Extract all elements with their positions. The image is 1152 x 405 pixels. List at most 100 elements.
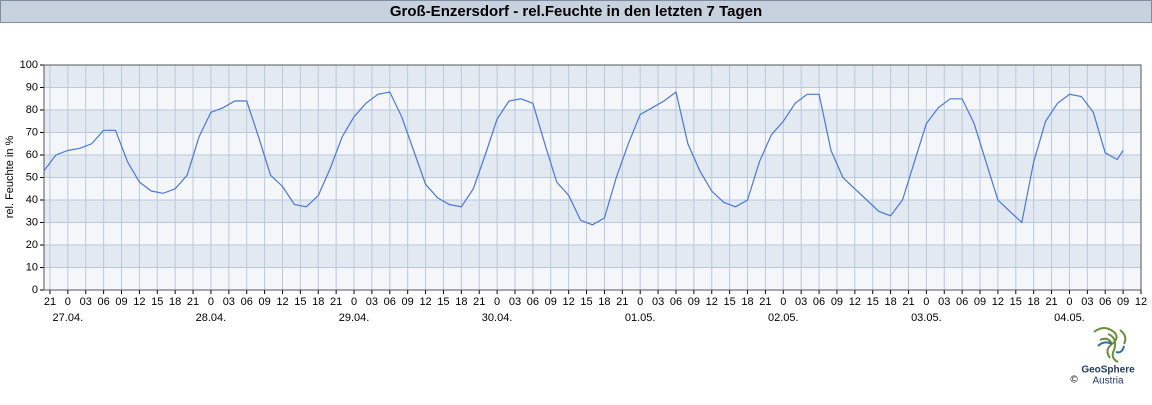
- x-tick-label: 0: [923, 296, 929, 308]
- x-tick-label: 18: [169, 296, 181, 308]
- date-label: 30.04.: [482, 312, 513, 324]
- x-tick-label: 06: [956, 296, 968, 308]
- date-label: 01.05.: [625, 312, 656, 324]
- x-tick-label: 21: [759, 296, 771, 308]
- x-tick-label: 09: [1117, 296, 1129, 308]
- x-tick-label: 0: [780, 296, 786, 308]
- grid-band: [44, 65, 1141, 88]
- plot-area: 0 10 20 30 40 50 60 70 80 90 100 21 0 03 06 09 12 15 18 21 0…: [20, 59, 1147, 324]
- x-tick-label: 0: [208, 296, 214, 308]
- data-line: [43, 90, 1124, 226]
- logo-name: GeoSphere: [1081, 365, 1135, 376]
- x-tick-label: 15: [294, 296, 306, 308]
- y-tick-label: 90: [26, 81, 38, 93]
- x-tick-label: 09: [688, 296, 700, 308]
- x-tick-label: 18: [455, 296, 467, 308]
- y-tick-label: 70: [26, 126, 38, 138]
- x-tick-label: 0: [637, 296, 643, 308]
- x-tick-label: 06: [384, 296, 396, 308]
- x-tick-label: 03: [938, 296, 950, 308]
- date-label: 28.04.: [196, 312, 227, 324]
- grid-band: [44, 200, 1141, 223]
- x-tick-label: 03: [795, 296, 807, 308]
- x-tick-label: 15: [437, 296, 449, 308]
- logo: GeoSphere © Austria: [1070, 327, 1135, 387]
- x-tick-label: 18: [312, 296, 324, 308]
- x-tick-label: 15: [867, 296, 879, 308]
- x-tick-label: 09: [545, 296, 557, 308]
- grid-band: [44, 245, 1141, 268]
- x-tick-label: 0: [65, 296, 71, 308]
- plot-frame: [43, 64, 1142, 291]
- x-tick-label: 03: [652, 296, 664, 308]
- x-tick-label: 0: [351, 296, 357, 308]
- x-tick-label: 15: [724, 296, 736, 308]
- x-tick-label: 09: [258, 296, 270, 308]
- y-tick-label: 10: [26, 261, 38, 273]
- chart-title: Groß-Enzersdorf - rel.Feuchte in den let…: [390, 3, 762, 20]
- x-tick-label: 12: [276, 296, 288, 308]
- date-label: 02.05.: [768, 312, 799, 324]
- y-tick-label: 80: [26, 104, 38, 116]
- grid-band: [44, 267, 1141, 290]
- logo-icon: [1093, 327, 1127, 363]
- y-tick-label: 100: [20, 59, 38, 71]
- date-label: 29.04.: [339, 312, 370, 324]
- y-tick-label: 0: [32, 284, 38, 296]
- x-tick-label: 06: [527, 296, 539, 308]
- x-tick-label: 21: [473, 296, 485, 308]
- date-label: 03.05.: [911, 312, 942, 324]
- x-tick-label: 03: [366, 296, 378, 308]
- logo-icon: [1097, 341, 1125, 354]
- x-tick-label: 18: [884, 296, 896, 308]
- x-tick-label: 03: [1081, 296, 1093, 308]
- grid-band: [44, 222, 1141, 245]
- x-tick-label: 09: [402, 296, 414, 308]
- y-tick-label: 50: [26, 171, 38, 183]
- date-label: 27.04.: [53, 312, 84, 324]
- grid-band: [44, 132, 1141, 155]
- x-tick-label: 18: [741, 296, 753, 308]
- x-tick-label: 09: [115, 296, 127, 308]
- x-tick-label: 12: [419, 296, 431, 308]
- x-tick-label: 0: [494, 296, 500, 308]
- x-tick-label: 15: [580, 296, 592, 308]
- x-tick-label: 06: [670, 296, 682, 308]
- x-tick-label: 12: [992, 296, 1004, 308]
- x-tick-label: 21: [187, 296, 199, 308]
- logo-sub: Austria: [1092, 376, 1124, 387]
- y-tick-label: 20: [26, 239, 38, 251]
- x-tick-label: 12: [133, 296, 145, 308]
- grid-band: [44, 177, 1141, 200]
- x-tick-label: 06: [1099, 296, 1111, 308]
- x-tick-label: 09: [974, 296, 986, 308]
- x-tick-label: 21: [1045, 296, 1057, 308]
- x-tick-label: 15: [1010, 296, 1022, 308]
- x-tick-label: 15: [151, 296, 163, 308]
- logo-copyright: ©: [1070, 375, 1078, 386]
- x-tick-label: 09: [831, 296, 843, 308]
- x-tick-label: 06: [813, 296, 825, 308]
- date-label: 04.05.: [1054, 312, 1085, 324]
- x-tick-label: 03: [80, 296, 92, 308]
- x-tick-label: 06: [241, 296, 253, 308]
- y-tick-label: 60: [26, 149, 38, 161]
- x-tick-label: 12: [849, 296, 861, 308]
- x-tick-label: 03: [223, 296, 235, 308]
- y-tick-label: 40: [26, 194, 38, 206]
- x-tick-label: 18: [598, 296, 610, 308]
- y-tick-label: 30: [26, 216, 38, 228]
- y-axis-label: rel. Feuchte in %: [4, 136, 16, 219]
- x-tick-label: 0: [1066, 296, 1072, 308]
- x-tick-label: 12: [706, 296, 718, 308]
- x-tick-label: 21: [330, 296, 342, 308]
- x-tick-label: 21: [44, 296, 56, 308]
- grid-band: [44, 155, 1141, 178]
- x-tick-label: 03: [509, 296, 521, 308]
- grid-band: [44, 87, 1141, 110]
- x-tick-label: 06: [97, 296, 109, 308]
- x-tick-label: 18: [1028, 296, 1040, 308]
- x-tick-label: 12: [1135, 296, 1147, 308]
- x-tick-label: 21: [616, 296, 628, 308]
